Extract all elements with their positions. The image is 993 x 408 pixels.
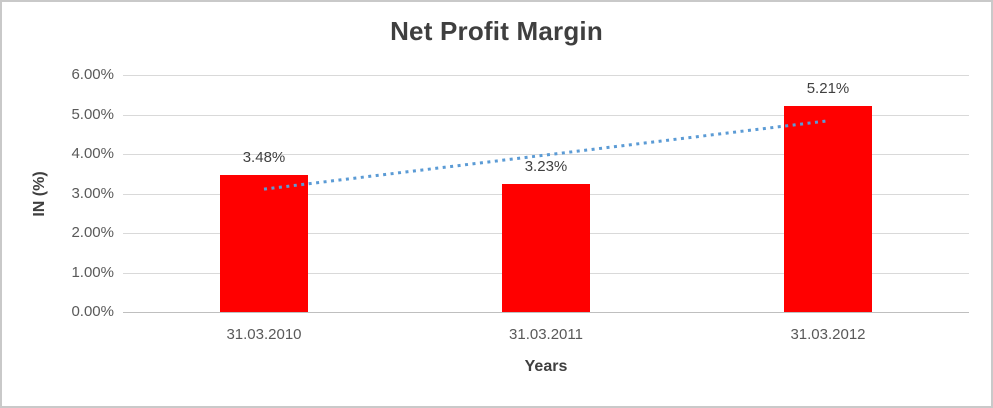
y-tick-label: 1.00% bbox=[71, 263, 114, 281]
gridline bbox=[123, 114, 969, 116]
chart-title: Net Profit Margin bbox=[390, 16, 603, 46]
data-label: 5.21% bbox=[806, 80, 850, 98]
x-tick-label: 31.03.2010 bbox=[226, 326, 302, 343]
x-tick-label: 31.03.2011 bbox=[509, 326, 583, 343]
y-tick-label: 5.00% bbox=[71, 105, 114, 123]
data-label: 3.48% bbox=[242, 148, 286, 166]
bar-31.03.2012 bbox=[784, 106, 872, 312]
x-axis-line bbox=[123, 312, 969, 313]
bar-31.03.2011 bbox=[502, 184, 590, 312]
y-tick-label: 0.00% bbox=[71, 303, 114, 320]
y-tick-label: 2.00% bbox=[71, 224, 114, 241]
gridline bbox=[123, 75, 969, 76]
bar-31.03.2010 bbox=[220, 174, 308, 312]
y-tick-label: 6.00% bbox=[71, 66, 114, 83]
data-label: 3.23% bbox=[524, 158, 568, 176]
y-tick-label: 4.00% bbox=[71, 145, 114, 162]
y-tick-label: 3.00% bbox=[71, 184, 114, 202]
x-axis-title: Years bbox=[524, 358, 568, 375]
x-tick-label: 31.03.2012 bbox=[790, 326, 866, 343]
